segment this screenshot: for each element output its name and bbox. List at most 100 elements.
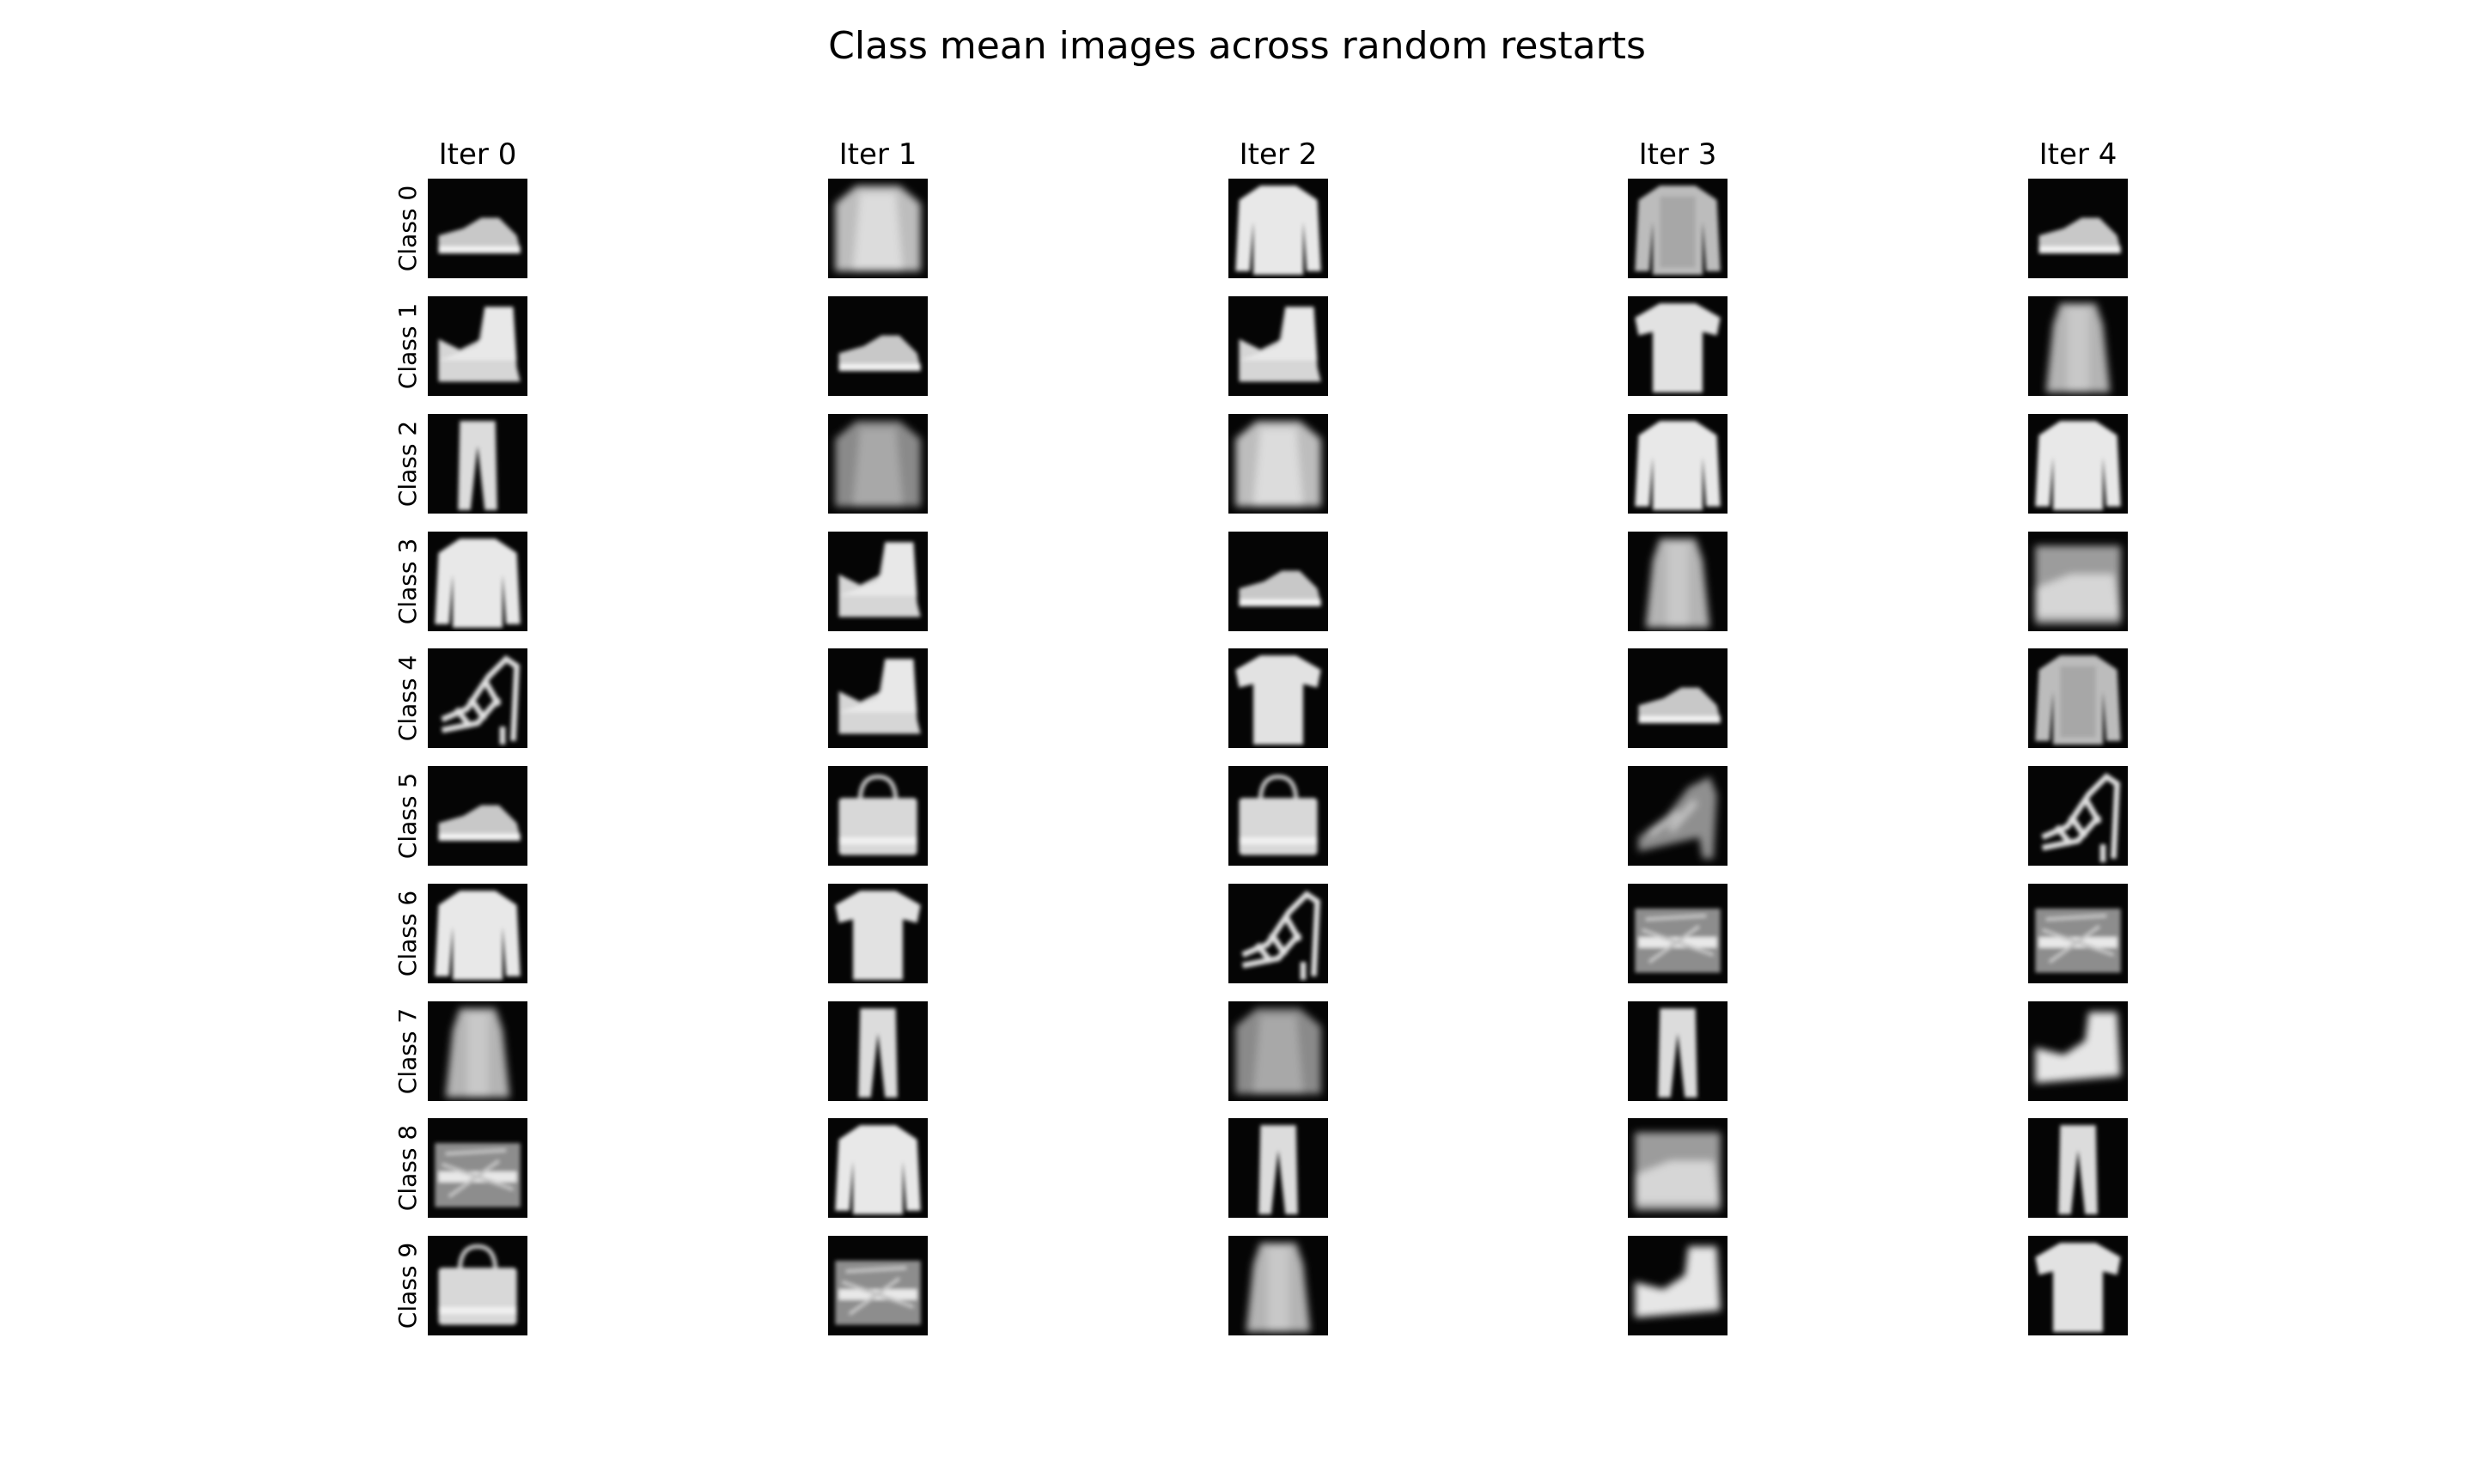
- class-mean-image: [1628, 648, 1728, 748]
- pullover-dark-silhouette: [1228, 1001, 1328, 1101]
- sneaker-silhouette: [828, 296, 928, 396]
- pullover-silhouette: [1228, 179, 1328, 278]
- trouser-silhouette: [828, 1001, 928, 1101]
- column-title: Iter 4: [2038, 137, 2118, 172]
- class-mean-image: [1228, 1236, 1328, 1335]
- pullover-textured-silhouette: [2028, 648, 2128, 748]
- sandal-faint-silhouette: [1628, 766, 1728, 866]
- pullover-dark-silhouette: [828, 414, 928, 514]
- class-mean-image: [1628, 179, 1728, 278]
- class-mean-image: [1628, 884, 1728, 983]
- column-title: Iter 3: [1638, 137, 1717, 172]
- column-title: Iter 2: [1239, 137, 1318, 172]
- class-mean-image: [828, 1001, 928, 1101]
- class-mean-image: [1628, 414, 1728, 514]
- tshirt-silhouette: [1628, 296, 1728, 396]
- class-mean-image: [828, 1118, 928, 1218]
- pullover-silhouette: [428, 532, 527, 631]
- sneaker-silhouette: [1628, 648, 1728, 748]
- row-label: Class 8: [393, 1124, 422, 1212]
- pullover-silhouette: [2028, 414, 2128, 514]
- class-mean-image: [1228, 1118, 1328, 1218]
- dress-silhouette: [1228, 1236, 1328, 1335]
- class-mean-image: [428, 884, 527, 983]
- bag-silhouette: [828, 766, 928, 866]
- class-mean-image: [1628, 532, 1728, 631]
- class-mean-image: [428, 414, 527, 514]
- class-mean-image: [2028, 1001, 2128, 1101]
- pullover-faint-silhouette: [828, 179, 928, 278]
- bag-noisy-silhouette: [828, 1236, 928, 1335]
- class-mean-image: [2028, 766, 2128, 866]
- trouser-silhouette: [2028, 1118, 2128, 1218]
- bag-mixed-silhouette: [2028, 532, 2128, 631]
- tshirt-silhouette: [1228, 648, 1328, 748]
- row-label: Class 4: [393, 654, 422, 742]
- class-mean-image: [2028, 1118, 2128, 1218]
- sneaker-silhouette: [1228, 532, 1328, 631]
- figure-title: Class mean images across random restarts: [828, 24, 1646, 68]
- pullover-silhouette: [1628, 414, 1728, 514]
- dress-silhouette: [2028, 296, 2128, 396]
- ankle-boot-silhouette: [428, 296, 527, 396]
- class-mean-image: [828, 414, 928, 514]
- class-mean-image: [828, 179, 928, 278]
- class-mean-image: [2028, 414, 2128, 514]
- bag-silhouette: [1228, 766, 1328, 866]
- dress-silhouette: [428, 1001, 527, 1101]
- row-label: Class 6: [393, 890, 422, 977]
- class-mean-image: [2028, 648, 2128, 748]
- class-mean-image: [2028, 179, 2128, 278]
- trouser-silhouette: [428, 414, 527, 514]
- class-mean-image: [428, 648, 527, 748]
- bag-noisy-silhouette: [428, 1118, 527, 1218]
- class-mean-image: [1228, 884, 1328, 983]
- sandal-silhouette: [2028, 766, 2128, 866]
- ankle-boot-soft-silhouette: [1628, 1236, 1728, 1335]
- class-mean-image: [428, 296, 527, 396]
- class-mean-image: [828, 296, 928, 396]
- ankle-boot-soft-silhouette: [2028, 1001, 2128, 1101]
- column-title: Iter 0: [438, 137, 517, 172]
- class-mean-image: [1228, 766, 1328, 866]
- column-title: Iter 1: [838, 137, 917, 172]
- class-mean-image: [1628, 766, 1728, 866]
- class-mean-image: [828, 648, 928, 748]
- class-mean-image: [1228, 648, 1328, 748]
- dress-silhouette: [1628, 532, 1728, 631]
- sandal-silhouette: [428, 648, 527, 748]
- class-mean-image: [1228, 414, 1328, 514]
- ankle-boot-silhouette: [1228, 296, 1328, 396]
- row-label: Class 7: [393, 1007, 422, 1095]
- class-mean-image: [428, 1236, 527, 1335]
- trouser-silhouette: [1628, 1001, 1728, 1101]
- class-mean-image: [1628, 1001, 1728, 1101]
- bag-noisy-silhouette: [1628, 884, 1728, 983]
- pullover-silhouette: [428, 884, 527, 983]
- class-mean-image: [428, 1118, 527, 1218]
- row-label: Class 2: [393, 420, 422, 508]
- ankle-boot-silhouette: [828, 532, 928, 631]
- ankle-boot-silhouette: [828, 648, 928, 748]
- tshirt-silhouette: [828, 884, 928, 983]
- class-mean-image: [428, 1001, 527, 1101]
- pullover-textured-silhouette: [1628, 179, 1728, 278]
- bag-noisy-silhouette: [2028, 884, 2128, 983]
- class-mean-image: [1228, 296, 1328, 396]
- class-mean-image: [1228, 1001, 1328, 1101]
- bag-mixed-silhouette: [1628, 1118, 1728, 1218]
- sneaker-silhouette: [428, 766, 527, 866]
- class-mean-image: [1228, 179, 1328, 278]
- class-mean-image: [1628, 1118, 1728, 1218]
- trouser-silhouette: [1228, 1118, 1328, 1218]
- class-mean-image: [2028, 884, 2128, 983]
- pullover-faint-silhouette: [1228, 414, 1328, 514]
- class-mean-image: [828, 532, 928, 631]
- sneaker-silhouette: [428, 179, 527, 278]
- class-mean-image: [2028, 532, 2128, 631]
- class-mean-image: [428, 179, 527, 278]
- class-mean-image: [1628, 1236, 1728, 1335]
- pullover-silhouette: [828, 1118, 928, 1218]
- class-mean-image: [2028, 1236, 2128, 1335]
- class-mean-image: [2028, 296, 2128, 396]
